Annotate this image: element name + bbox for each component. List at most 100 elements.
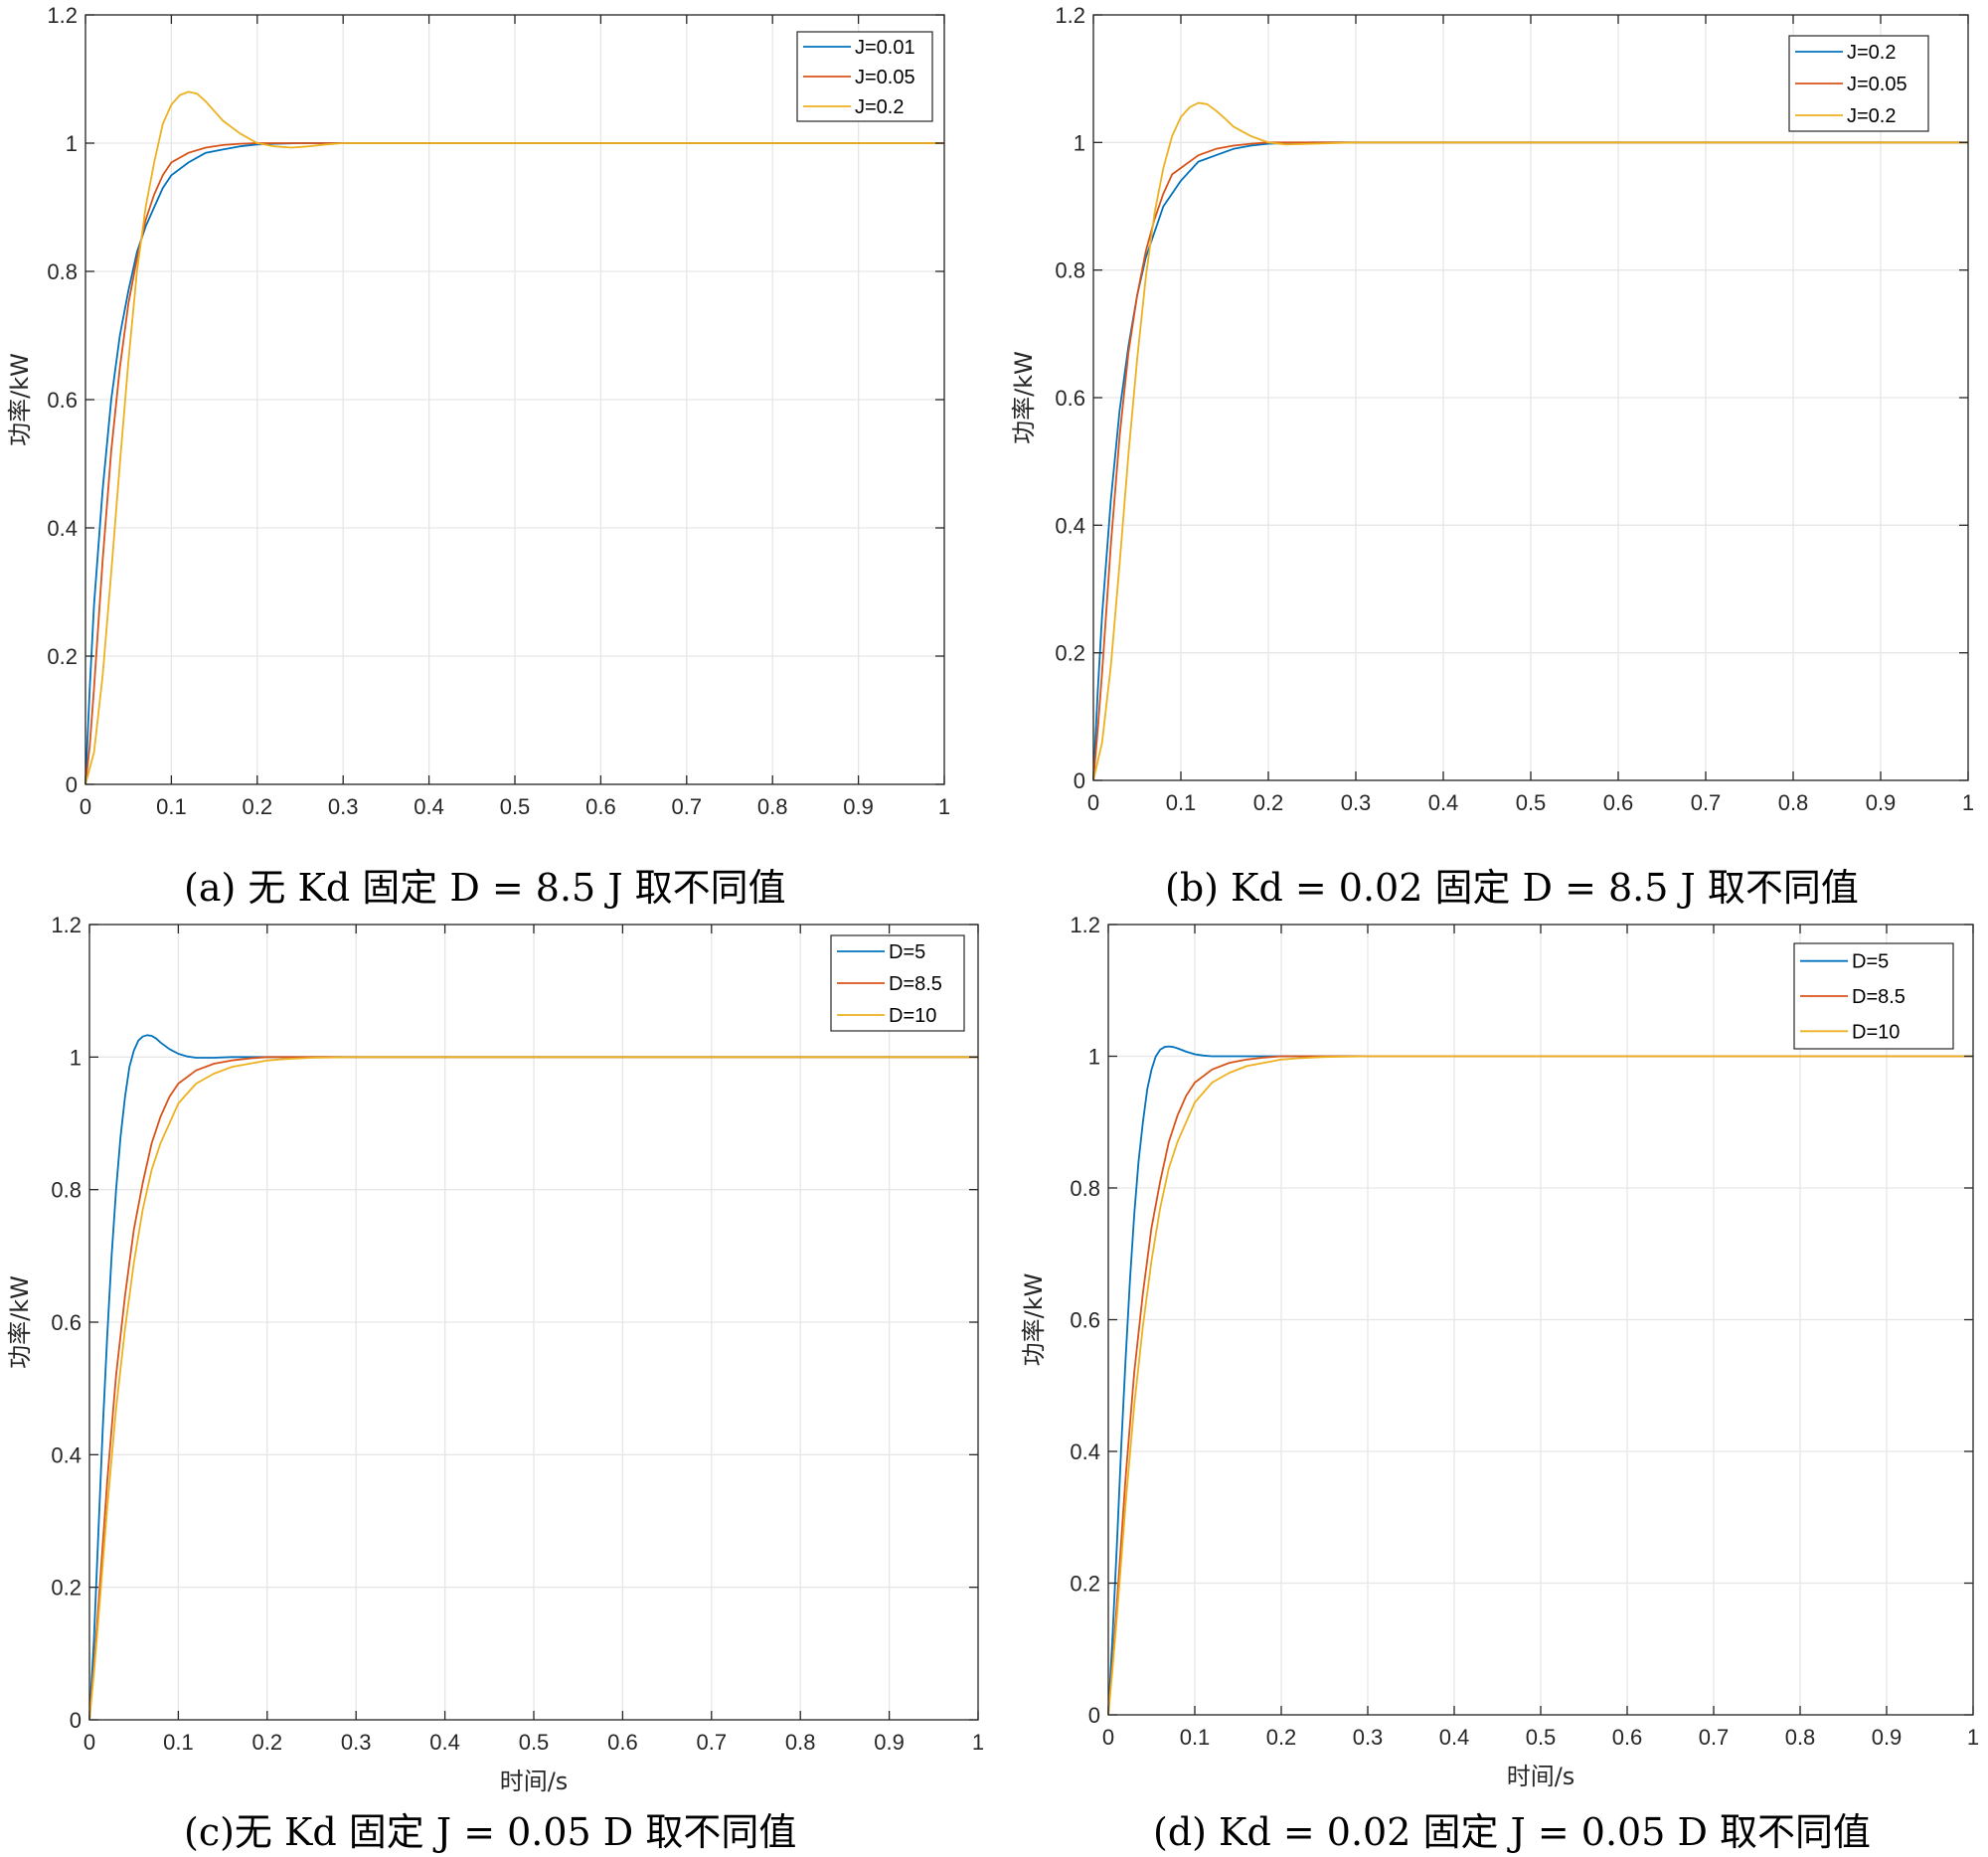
x-tick-label: 1 <box>938 794 950 819</box>
x-tick-label: 1 <box>972 1730 984 1755</box>
legend-label-1: D=5 <box>1852 951 1889 973</box>
legend-label-2: J=0.05 <box>855 67 915 88</box>
y-tick-label: 0.6 <box>1055 386 1085 411</box>
x-tick-label: 0.3 <box>341 1730 372 1755</box>
y-tick-label: 1 <box>70 1045 82 1070</box>
x-tick-label: 1 <box>1967 1725 1979 1750</box>
x-tick-label: 0.2 <box>1266 1725 1297 1750</box>
series-line-2 <box>84 142 944 785</box>
legend-label-1: J=0.2 <box>1847 42 1896 64</box>
series-line-3 <box>84 90 944 785</box>
x-tick-label: 0.9 <box>1872 1725 1903 1750</box>
x-tick-label: 0.2 <box>1253 790 1284 815</box>
x-tick-label: 0.3 <box>328 794 359 819</box>
y-tick-label: 0.6 <box>51 1310 82 1335</box>
x-tick-label: 0.6 <box>585 794 616 819</box>
legend-label-2: J=0.05 <box>1847 74 1907 95</box>
y-tick-label: 0.8 <box>1070 1176 1100 1201</box>
y-tick-label: 1.2 <box>1055 3 1085 28</box>
x-tick-label: 0.4 <box>414 794 444 819</box>
legend-label-3: J=0.2 <box>855 96 904 118</box>
x-tick-label: 0.6 <box>1603 790 1634 815</box>
x-tick-label: 1 <box>1962 790 1974 815</box>
x-tick-label: 0 <box>1087 790 1099 815</box>
chart-c: 0 0.1 0.2 0.3 0.4 0.5 0.6 0.7 0.8 0.9 1 0 0.2 0.4 0.6 0… <box>6 915 984 1795</box>
legend-label-3: D=10 <box>1852 1021 1900 1043</box>
y-axis-label: 功率/kW <box>6 353 34 446</box>
x-tick-label: 0.8 <box>757 794 788 819</box>
y-axis-label: 功率/kW <box>6 1275 34 1369</box>
x-tick-label: 0.4 <box>1428 790 1459 815</box>
y-tick-label: 1.2 <box>1070 915 1100 937</box>
chart-panel-a: 0 0.1 0.2 0.3 0.4 0.5 0.6 0.7 0.8 0.9 1 0 0.2 0.4 0.6 0… <box>0 0 994 825</box>
caption-b: (b) Kd = 0.02 固定 D = 8.5 J 取不同值 <box>1165 866 1859 910</box>
legend-label-2: D=8.5 <box>889 973 942 995</box>
x-tick-label: 0.6 <box>1612 1725 1643 1750</box>
y-tick-label: 0.2 <box>1070 1572 1100 1597</box>
legend-label-3: D=10 <box>889 1005 936 1027</box>
x-tick-label: 0.8 <box>1778 790 1809 815</box>
legend: D=5 D=8.5 D=10 <box>1793 942 1954 1050</box>
y-tick-label: 0 <box>66 772 78 797</box>
x-tick-label: 0.3 <box>1341 790 1372 815</box>
chart-panel-c: 0 0.1 0.2 0.3 0.4 0.5 0.6 0.7 0.8 0.9 1 0 0.2 0.4 0.6 0… <box>0 915 994 1799</box>
y-tick-label: 0.4 <box>1070 1439 1100 1464</box>
y-tick-label: 0.2 <box>51 1576 82 1601</box>
y-tick-label: 1.2 <box>51 915 82 937</box>
legend: J=0.2 J=0.05 J=0.2 <box>1788 35 1929 132</box>
chart-panel-d: 0 0.1 0.2 0.3 0.4 0.5 0.6 0.7 0.8 0.9 1 0 0.2 0.4 0.6 0… <box>994 915 1988 1799</box>
caption-a: (a) 无 Kd 固定 D = 8.5 J 取不同值 <box>184 866 786 910</box>
x-tick-label: 0.5 <box>1516 790 1547 815</box>
x-tick-label: 0.6 <box>607 1730 638 1755</box>
x-tick-label: 0.5 <box>500 794 531 819</box>
x-tick-label: 0.1 <box>156 794 187 819</box>
x-tick-label: 0.7 <box>1699 1725 1730 1750</box>
y-tick-label: 0.4 <box>47 516 78 541</box>
x-tick-label: 0 <box>80 794 91 819</box>
y-tick-label: 0.8 <box>1055 258 1085 283</box>
x-tick-label: 0.2 <box>252 1730 283 1755</box>
x-tick-label: 0.7 <box>1691 790 1722 815</box>
y-axis-label: 功率/kW <box>1010 351 1038 444</box>
y-tick-label: 0.6 <box>1070 1308 1100 1333</box>
y-tick-label: 0 <box>1088 1703 1100 1728</box>
chart-d: 0 0.1 0.2 0.3 0.4 0.5 0.6 0.7 0.8 0.9 1 0 0.2 0.4 0.6 0… <box>1020 915 1979 1790</box>
legend-label-2: D=8.5 <box>1852 986 1905 1008</box>
y-tick-label: 1.2 <box>47 3 78 28</box>
y-axis-label: 功率/kW <box>1020 1273 1048 1367</box>
y-tick-label: 1 <box>1088 1045 1100 1070</box>
legend-label-3: J=0.2 <box>1847 105 1896 127</box>
x-tick-label: 0.4 <box>1439 1725 1470 1750</box>
chart-panel-b: 0 0.1 0.2 0.3 0.4 0.5 0.6 0.7 0.8 0.9 1 0 0.2 0.4 0.6 0… <box>994 0 1988 825</box>
series-line-3 <box>1092 101 1968 781</box>
y-tick-label: 0.2 <box>47 644 78 669</box>
legend-label-1: D=5 <box>889 941 925 963</box>
series-line-1 <box>88 1034 978 1721</box>
caption-d: (d) Kd = 0.02 固定 J = 0.05 D 取不同值 <box>1153 1810 1872 1854</box>
x-tick-label: 0.1 <box>1166 790 1197 815</box>
series-line-3 <box>88 1056 978 1721</box>
series-line-2 <box>1107 1055 1973 1716</box>
x-tick-label: 0.9 <box>843 794 874 819</box>
y-tick-label: 0.6 <box>47 388 78 413</box>
chart-a: 0 0.1 0.2 0.3 0.4 0.5 0.6 0.7 0.8 0.9 1 0 0.2 0.4 0.6 0… <box>6 3 950 819</box>
x-tick-label: 0.9 <box>1866 790 1897 815</box>
legend: J=0.01 J=0.05 J=0.2 <box>796 31 933 122</box>
x-tick-label: 0.3 <box>1353 1725 1384 1750</box>
y-tick-label: 0 <box>70 1708 82 1733</box>
x-tick-label: 0.5 <box>519 1730 550 1755</box>
chart-b: 0 0.1 0.2 0.3 0.4 0.5 0.6 0.7 0.8 0.9 1 0 0.2 0.4 0.6 0… <box>1010 3 1974 815</box>
y-tick-label: 0.4 <box>51 1442 82 1467</box>
x-tick-label: 0.1 <box>1180 1725 1211 1750</box>
x-tick-label: 0.1 <box>163 1730 194 1755</box>
caption-c: (c)无 Kd 固定 J = 0.05 D 取不同值 <box>184 1810 797 1854</box>
x-axis-label: 时间/s <box>500 1768 569 1795</box>
y-tick-label: 0.8 <box>51 1178 82 1203</box>
series-line-2 <box>1092 141 1968 781</box>
y-tick-label: 1 <box>66 131 78 156</box>
y-tick-label: 0.8 <box>47 259 78 284</box>
legend-label-1: J=0.01 <box>855 37 915 59</box>
x-tick-label: 0 <box>83 1730 95 1755</box>
x-tick-label: 0 <box>1102 1725 1114 1750</box>
y-tick-label: 1 <box>1074 130 1085 155</box>
